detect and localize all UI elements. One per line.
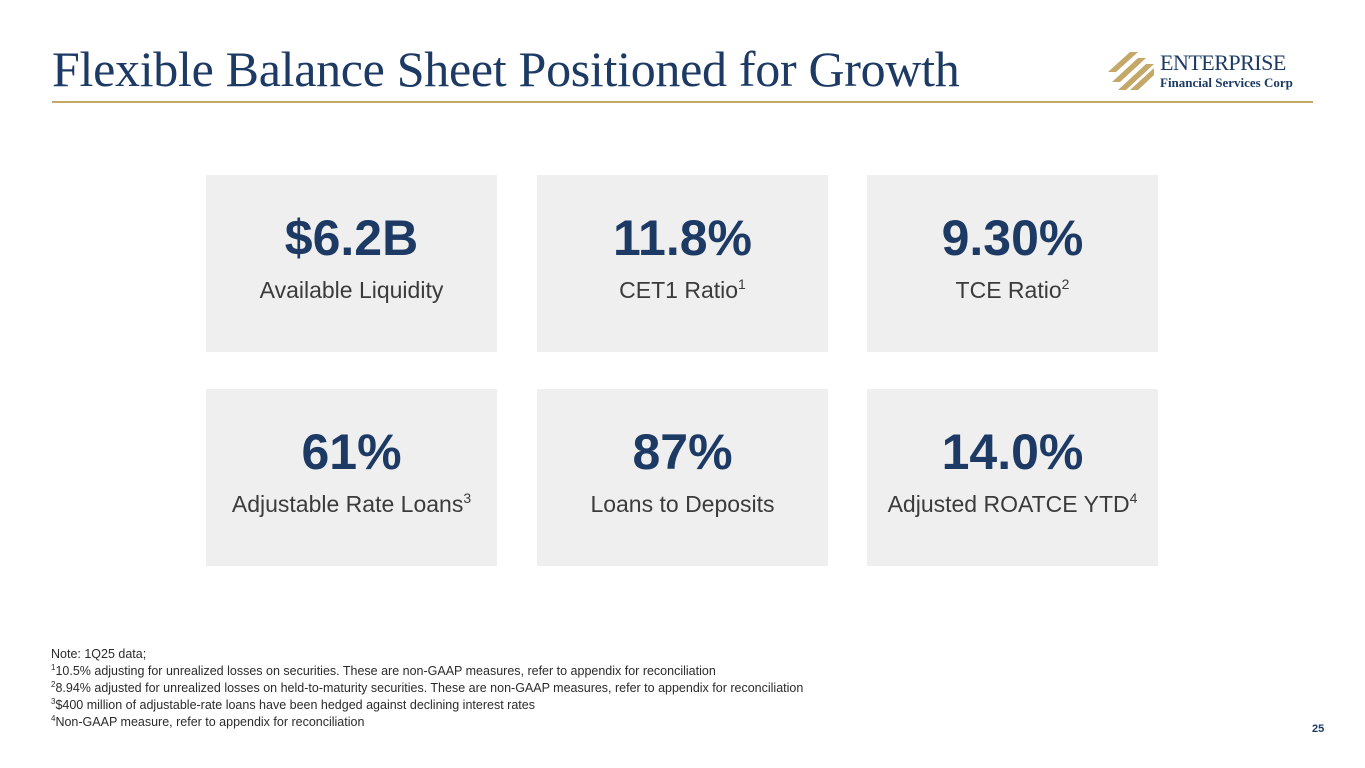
metric-tile-cet1-ratio: 11.8% CET1 Ratio1 [537,175,828,352]
logo-name: ENTERPRISE [1160,50,1286,75]
footnote-item: 3$400 million of adjustable-rate loans h… [51,697,535,713]
footnote-marker: 1 [738,276,746,292]
footnote-item: 28.94% adjusted for unrealized losses on… [51,680,804,696]
metric-label: CET1 Ratio1 [619,276,746,303]
footnotes: Note: 1Q25 data; 110.5% adjusting for un… [51,646,803,731]
slide-title: Flexible Balance Sheet Positioned for Gr… [52,41,960,97]
footnote-marker: 3 [463,490,472,506]
metric-label: Adjusted ROATCE YTD4 [887,490,1138,517]
metric-tile-adjustable-rate-loans: 61% Adjustable Rate Loans3 [206,389,497,566]
footnote-marker: 2 [1061,276,1070,292]
footnote-item: 4Non-GAAP measure, refer to appendix for… [51,714,365,730]
metric-tile-adjusted-roatce: 14.0% Adjusted ROATCE YTD4 [867,389,1158,566]
metric-value: 11.8% [612,210,752,266]
footnote-marker: 4 [1129,490,1138,506]
footnote-intro: Note: 1Q25 data; [51,647,147,661]
page-number: 25 [1312,723,1325,735]
metric-tile-tce-ratio: 9.30% TCE Ratio2 [867,175,1158,352]
metric-label: TCE Ratio2 [955,276,1070,303]
footnote-item: 110.5% adjusting for unrealized losses o… [51,663,716,679]
metric-value: $6.2B [284,210,419,266]
metric-label: Available Liquidity [259,277,444,303]
metric-tile-available-liquidity: $6.2B Available Liquidity [206,175,497,352]
company-logo: ENTERPRISE Financial Services Corp [1108,50,1318,94]
logo-stripes-icon [1108,52,1154,90]
metric-tile-loans-to-deposits: 87% Loans to Deposits [537,389,828,566]
metric-label: Adjustable Rate Loans3 [231,490,472,517]
metric-value: 87% [632,424,733,480]
title-divider [52,101,1313,103]
logo-subtitle: Financial Services Corp [1160,75,1293,90]
metric-label: Loans to Deposits [590,491,775,517]
metric-value: 9.30% [941,210,1084,266]
metric-value: 61% [301,424,402,480]
metric-value: 14.0% [941,424,1084,480]
